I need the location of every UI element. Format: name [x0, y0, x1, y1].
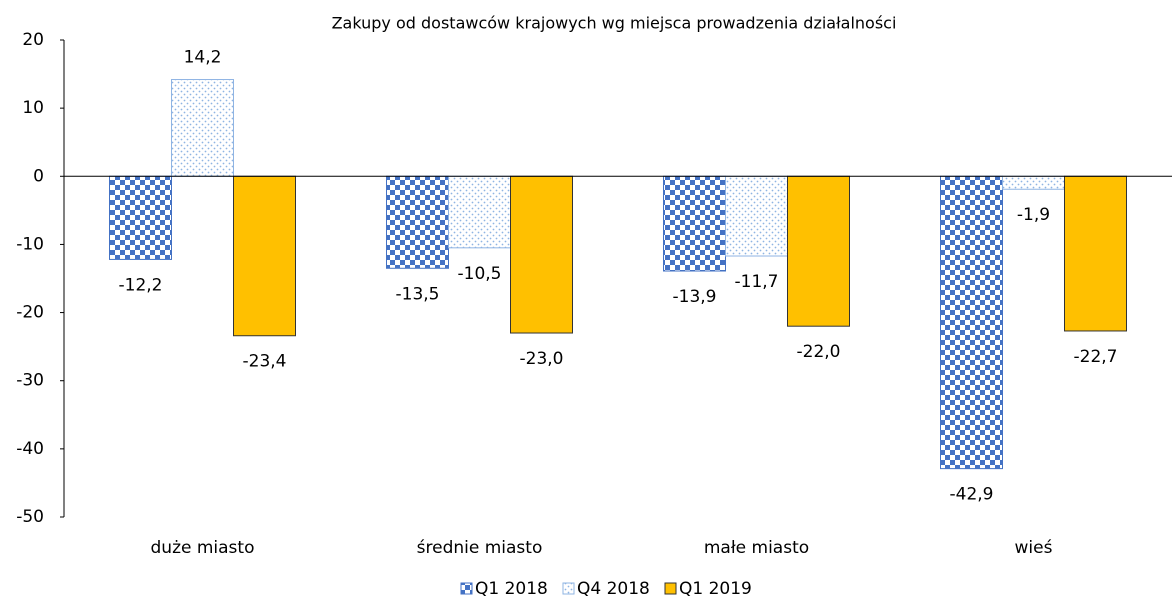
value-label: -13,5 [396, 284, 440, 304]
bar [386, 175, 449, 269]
bar [663, 175, 726, 272]
value-label: -12,2 [119, 275, 163, 295]
y-tick-label: 20 [22, 30, 44, 50]
y-tick-label: 0 [33, 166, 44, 186]
legend-label: Q1 2018 [475, 579, 548, 599]
value-label: -10,5 [458, 264, 502, 284]
y-tick-label: -20 [16, 303, 44, 323]
bar [725, 175, 788, 257]
y-tick-label: -50 [16, 507, 44, 527]
x-tick-label: duże miasto [151, 538, 255, 558]
value-label: 14,2 [184, 48, 222, 68]
x-tick-label: średnie miasto [417, 538, 543, 558]
value-label: -1,9 [1017, 205, 1050, 225]
bar [940, 175, 1003, 470]
x-tick-label: małe miasto [704, 538, 809, 558]
bar [171, 79, 234, 177]
legend-label: Q4 2018 [577, 579, 650, 599]
legend-swatch [562, 582, 575, 595]
chart-title: Zakupy od dostawców krajowych wg miejsca… [332, 14, 897, 33]
legend-swatch [460, 582, 473, 595]
value-label: -23,4 [243, 352, 287, 372]
bar [510, 175, 573, 334]
bar [109, 175, 172, 260]
value-label: -22,0 [797, 342, 841, 362]
value-label: -23,0 [520, 349, 564, 369]
value-label: -22,7 [1074, 347, 1118, 367]
value-label: -11,7 [735, 272, 779, 292]
bar [787, 175, 850, 327]
bar [233, 175, 296, 337]
bar [1002, 175, 1065, 190]
x-tick-label: wieś [1015, 538, 1053, 558]
value-label: -42,9 [950, 485, 994, 505]
bar [1064, 175, 1127, 332]
y-tick-label: -10 [16, 234, 44, 254]
y-tick-label: 10 [22, 98, 44, 118]
bar [448, 175, 511, 249]
y-tick-label: -30 [16, 371, 44, 391]
y-tick-label: -40 [16, 439, 44, 459]
legend-swatch [664, 582, 677, 595]
value-label: -13,9 [673, 287, 717, 307]
legend-label: Q1 2019 [679, 579, 752, 599]
